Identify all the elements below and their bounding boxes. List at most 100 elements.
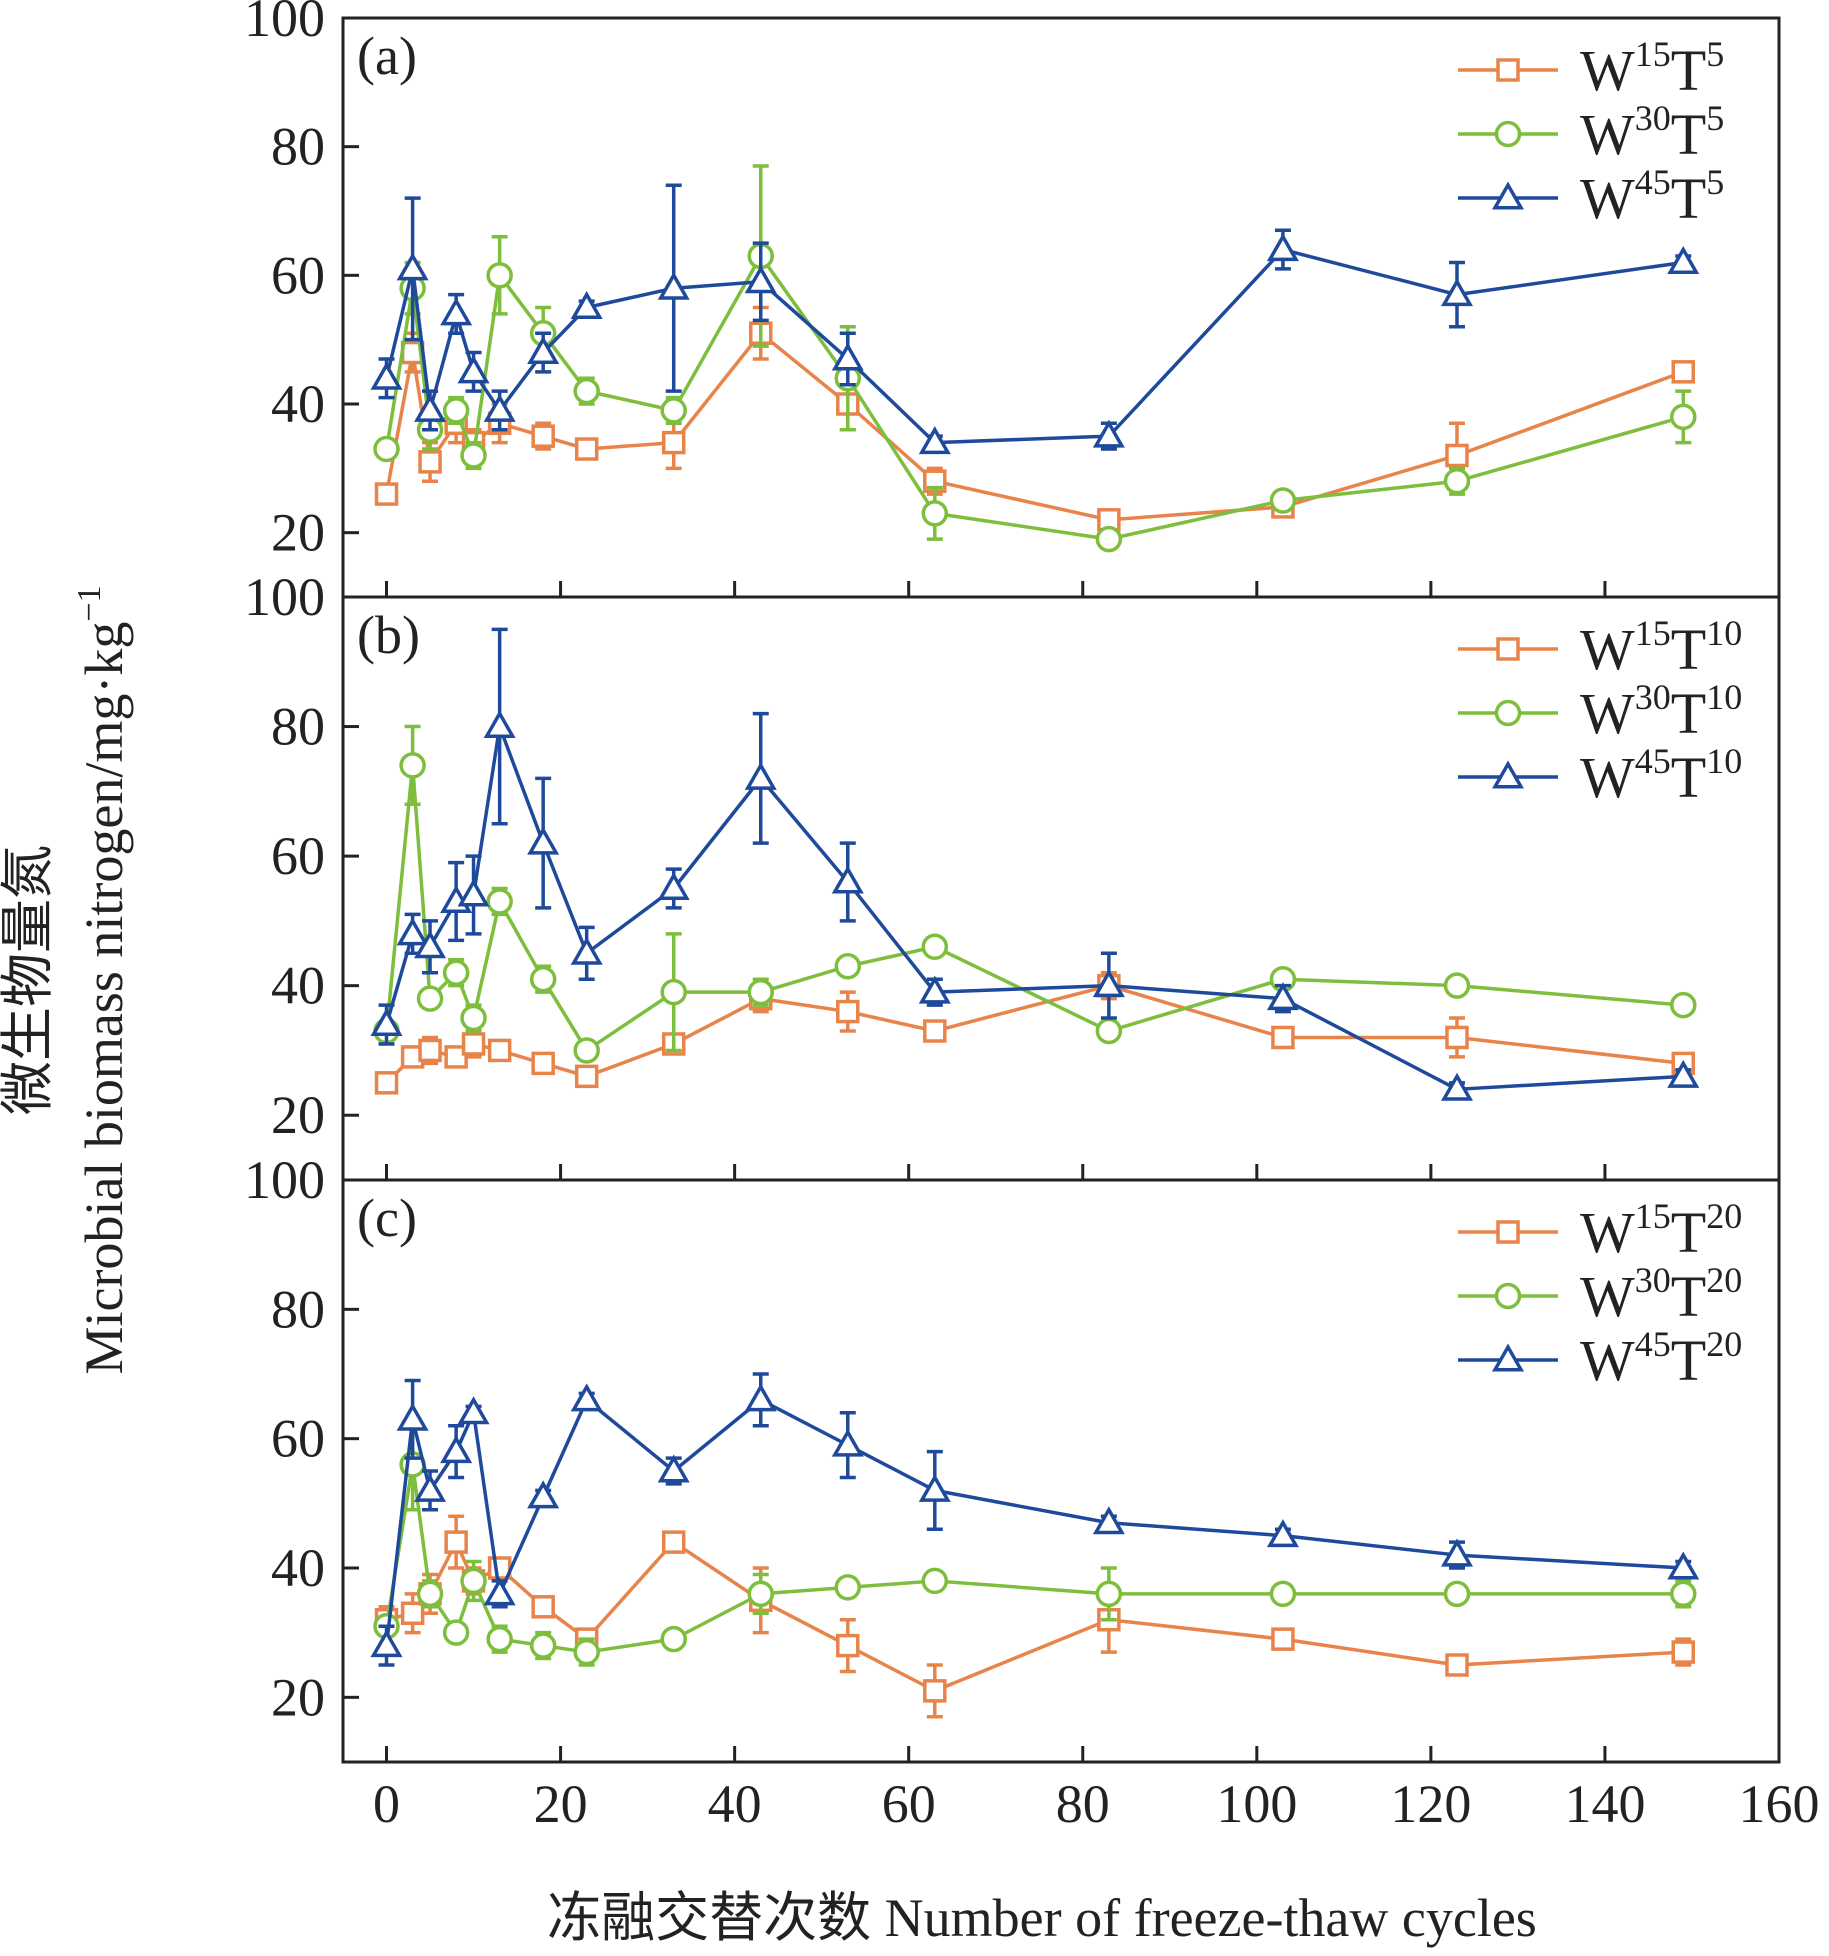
data-point <box>1092 969 1125 998</box>
data-point <box>418 1038 442 1063</box>
legend-entry: W15T5 <box>1458 34 1724 103</box>
legend-entry: W15T10 <box>1458 613 1742 682</box>
legend-superscript: 5 <box>1706 34 1724 74</box>
data-point <box>657 871 690 900</box>
legend-superscript: 15 <box>1635 613 1671 653</box>
y-tick-label: 20 <box>271 503 325 563</box>
plot-frame <box>341 595 1781 1182</box>
legend-entry: W30T20 <box>1458 1260 1742 1329</box>
data-point <box>414 930 447 959</box>
x-tick-label: 60 <box>882 1774 936 1834</box>
data-point <box>660 1625 687 1653</box>
data-point <box>414 393 447 422</box>
data-point <box>834 952 862 980</box>
data-point <box>531 1051 555 1076</box>
legend-marker <box>1494 120 1522 148</box>
data-point <box>831 342 864 371</box>
data-point <box>1269 487 1297 514</box>
legend-text: T <box>1671 166 1706 231</box>
y-tick-label: 60 <box>271 826 325 886</box>
legend-superscript: 5 <box>1706 162 1724 202</box>
data-point <box>1670 1580 1697 1608</box>
series-line <box>384 724 1684 1092</box>
legend-superscript: 5 <box>1706 98 1724 138</box>
y-tick-label: 100 <box>244 0 325 48</box>
data-point <box>570 936 603 965</box>
data-point <box>1266 233 1299 262</box>
legend-marker <box>1496 637 1520 661</box>
data-point <box>1271 1627 1295 1651</box>
legend-text: W <box>1580 102 1635 167</box>
legend-superscript: 10 <box>1706 677 1742 717</box>
y-tick-label: 40 <box>271 374 325 434</box>
data-point <box>418 450 442 474</box>
data-point <box>1440 278 1474 307</box>
y-axis-title-unit: Microbial biomass nitrogen/mg·kg <box>74 622 134 1375</box>
data-point <box>1670 991 1697 1019</box>
panel-label: (c) <box>357 1188 417 1248</box>
data-point <box>370 1008 403 1037</box>
data-point <box>529 965 557 993</box>
data-point <box>486 1625 513 1653</box>
y-tick-label: 80 <box>271 1279 325 1339</box>
legend-text: W <box>1580 1328 1635 1393</box>
data-point <box>1266 982 1299 1011</box>
legend-label: W45T20 <box>1580 1324 1742 1393</box>
data-point <box>574 1064 599 1089</box>
series-line <box>384 763 1684 1053</box>
legend-marker <box>1491 760 1525 789</box>
legend-entry: W45T5 <box>1458 162 1724 231</box>
legend-superscript: 15 <box>1635 34 1671 74</box>
legend-marker <box>1496 58 1520 82</box>
data-point <box>1266 1519 1299 1548</box>
data-point <box>373 435 400 463</box>
legend-text: T <box>1671 617 1706 682</box>
data-point <box>1445 1025 1469 1050</box>
legend-entry: W30T5 <box>1458 98 1724 167</box>
data-point <box>744 761 777 790</box>
data-point <box>923 1019 947 1043</box>
legend-label: W15T20 <box>1580 1196 1742 1265</box>
data-point <box>1271 1025 1295 1050</box>
legend-superscript: 30 <box>1635 98 1671 138</box>
data-point <box>1095 1017 1123 1045</box>
series-line <box>384 247 1684 445</box>
data-point <box>747 1580 774 1608</box>
y-tick-label: 80 <box>271 117 325 177</box>
data-point <box>396 252 429 281</box>
data-point <box>440 297 473 326</box>
data-point <box>834 1574 862 1601</box>
legend-superscript: 45 <box>1635 741 1671 781</box>
y-axis-title-main: Microbial biomass nitrogen/mg·kg−1 <box>71 585 134 1374</box>
data-point <box>1443 1580 1471 1608</box>
x-tick-label: 0 <box>373 1774 400 1834</box>
data-point <box>531 1595 555 1619</box>
data-point <box>370 1629 403 1658</box>
x-tick-label: 100 <box>1216 1774 1297 1834</box>
data-point <box>531 424 555 448</box>
series-line <box>386 1540 1684 1693</box>
data-point <box>370 361 403 390</box>
data-point <box>1445 1653 1469 1677</box>
y-tick-label: 40 <box>271 1538 325 1598</box>
data-point <box>918 1473 951 1502</box>
series-line <box>384 1398 1684 1646</box>
data-point <box>1440 1538 1474 1567</box>
data-point <box>486 888 513 915</box>
data-point <box>657 271 690 300</box>
legend-entry: W45T20 <box>1458 1324 1742 1393</box>
data-point <box>527 336 560 365</box>
legend-superscript: 30 <box>1635 677 1671 717</box>
data-point <box>487 1038 512 1063</box>
legend-superscript: 20 <box>1706 1324 1742 1364</box>
data-point <box>1671 1640 1696 1664</box>
data-point <box>1667 245 1700 274</box>
legend-superscript: 15 <box>1635 1196 1671 1236</box>
legend-superscript: 45 <box>1635 162 1671 202</box>
data-point <box>918 975 951 1004</box>
data-point <box>1445 443 1469 468</box>
data-point <box>1671 360 1696 384</box>
data-point <box>396 917 429 946</box>
